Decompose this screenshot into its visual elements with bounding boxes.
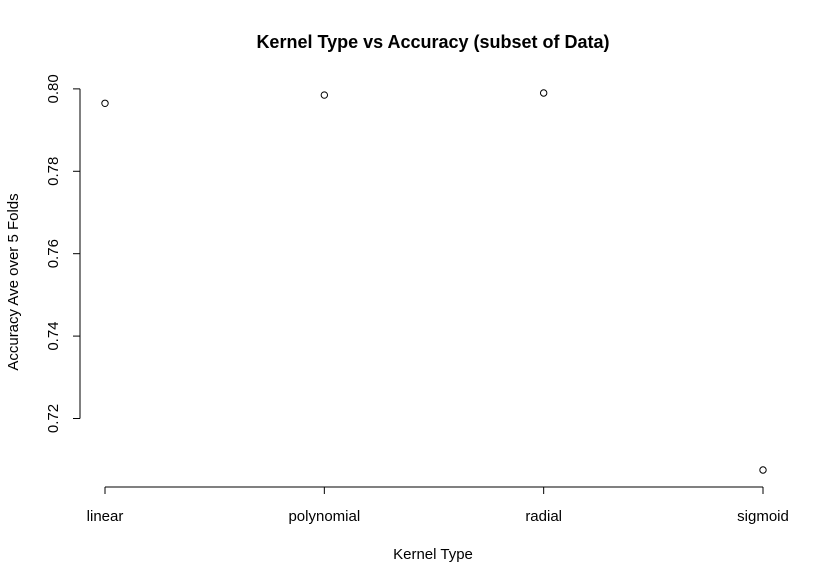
x-axis-label: Kernel Type: [393, 546, 473, 563]
y-axis: 0.72 0.74 0.76 0.78 0.80: [45, 74, 81, 433]
x-tick-label: sigmoid: [737, 508, 789, 525]
x-tick-label: polynomial: [288, 508, 360, 525]
x-axis: linear polynomial radial sigmoid: [87, 486, 789, 525]
y-tick-label: 0.78: [45, 157, 62, 186]
x-tick-label: linear: [87, 508, 124, 525]
data-point-polynomial: [320, 91, 329, 99]
chart-title: Kernel Type vs Accuracy (subset of Data): [256, 32, 609, 52]
y-tick-label: 0.72: [45, 404, 62, 433]
data-points: [101, 89, 767, 474]
x-tick-label: radial: [525, 508, 562, 525]
y-tick-label: 0.74: [45, 321, 62, 350]
data-point-radial: [539, 89, 548, 97]
data-point-sigmoid: [759, 466, 767, 474]
data-point-linear: [101, 99, 109, 108]
y-tick-label: 0.76: [45, 239, 62, 268]
y-axis-label: Accuracy Ave over 5 Folds: [5, 193, 22, 370]
y-tick-label: 0.80: [45, 74, 62, 103]
